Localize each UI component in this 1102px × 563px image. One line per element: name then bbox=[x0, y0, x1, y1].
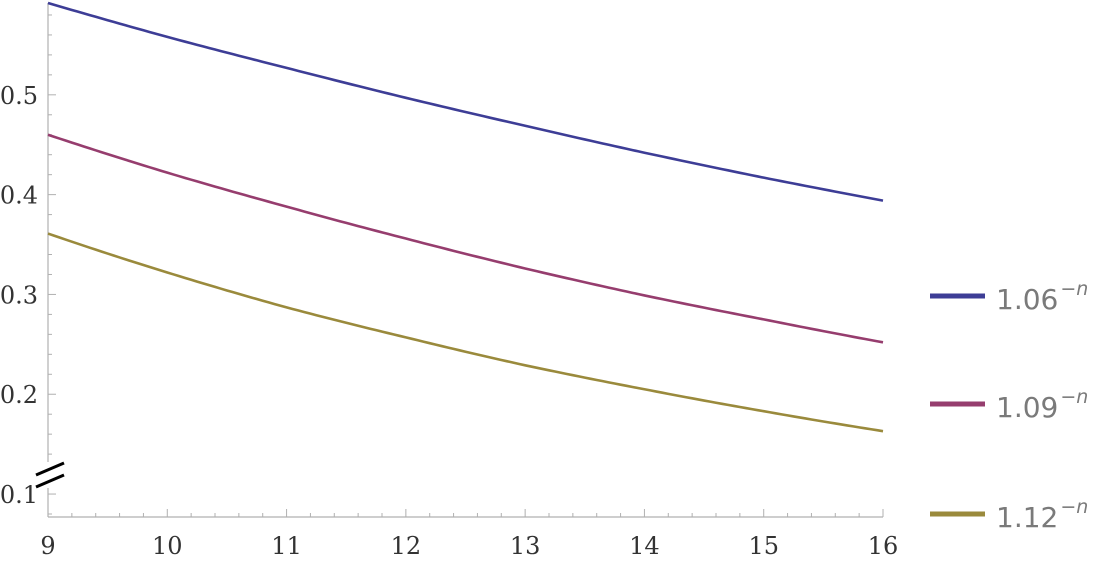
legend-label-1: 1.06 −n bbox=[996, 278, 1088, 316]
x-tick-label: 13 bbox=[510, 532, 541, 560]
axes bbox=[47, 3, 883, 518]
x-tick-label: 16 bbox=[868, 532, 899, 560]
legend: 1.06 −n1.09 −n1.12 −n bbox=[930, 278, 1088, 534]
legend-label-base: 1.09 bbox=[996, 391, 1058, 424]
y-axis-break bbox=[33, 461, 65, 489]
series-lines bbox=[47, 1, 884, 433]
axis-break-mark bbox=[35, 461, 65, 477]
tick-labels: 9 10 11 12 13 14 15 16 0.1 0.2 0.3 0.4 0.5 bbox=[0, 82, 898, 560]
series-line-1 bbox=[47, 1, 884, 202]
legend-label-exponent: −n bbox=[1060, 496, 1088, 518]
y-tick-label: 0.5 bbox=[0, 82, 38, 110]
series-line-3 bbox=[47, 232, 884, 433]
x-tick-label: 12 bbox=[391, 532, 422, 560]
x-tick-label: 15 bbox=[748, 532, 779, 560]
legend-label-2: 1.09 −n bbox=[996, 386, 1088, 424]
legend-label-3: 1.12 −n bbox=[996, 496, 1088, 534]
y-tick-label: 0.2 bbox=[0, 381, 38, 409]
x-tick-label: 10 bbox=[152, 532, 183, 560]
x-tick-label: 9 bbox=[40, 532, 55, 560]
ticks bbox=[47, 14, 884, 517]
series-line-2 bbox=[47, 133, 884, 344]
legend-label-base: 1.06 bbox=[996, 283, 1058, 316]
legend-label-base: 1.12 bbox=[996, 501, 1058, 534]
y-tick-label: 0.4 bbox=[0, 182, 38, 210]
legend-label-exponent: −n bbox=[1060, 386, 1088, 408]
axis-break-mark bbox=[35, 473, 65, 489]
y-tick-label: 0.3 bbox=[0, 281, 38, 309]
legend-label-exponent: −n bbox=[1060, 278, 1088, 300]
y-tick-label: 0.1 bbox=[0, 481, 38, 509]
x-tick-label: 14 bbox=[629, 532, 660, 560]
x-tick-label: 11 bbox=[271, 532, 302, 560]
